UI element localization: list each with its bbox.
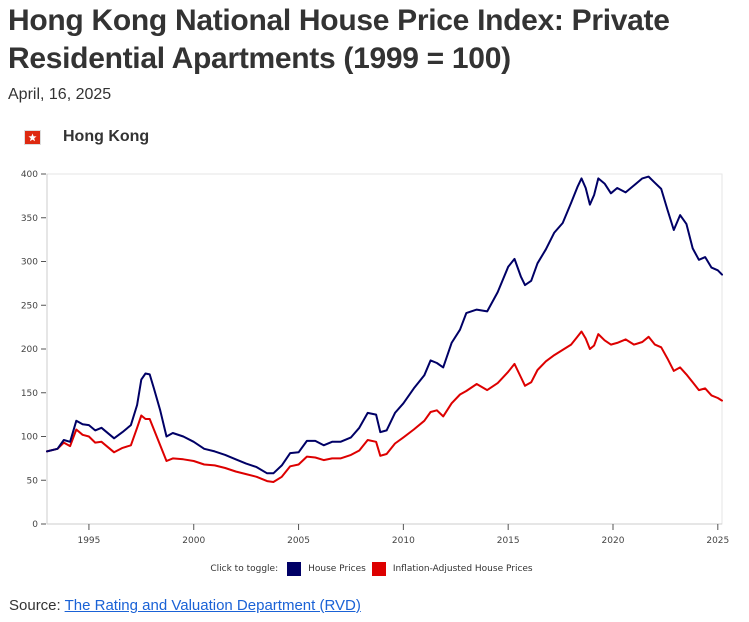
y-tick-label: 0: [32, 520, 38, 530]
x-tick-label: 2015: [497, 536, 520, 546]
region-selector: Hong Kong: [24, 128, 149, 146]
y-tick-label: 200: [21, 345, 38, 355]
page-title: Hong Kong National House Price Index: Pr…: [8, 4, 670, 75]
legend-label: House Prices: [308, 564, 366, 574]
hong-kong-flag-icon: [24, 129, 41, 145]
x-tick-label: 2010: [392, 536, 415, 546]
y-tick-label: 350: [21, 214, 38, 224]
source-prefix: Source:: [9, 597, 65, 614]
x-tick-label: 2020: [602, 536, 625, 546]
y-tick-label: 150: [21, 389, 38, 399]
series-line-house-prices: [46, 175, 723, 475]
y-tick-label: 300: [21, 258, 38, 268]
legend-label: Inflation-Adjusted House Prices: [392, 564, 533, 574]
y-tick-label: 250: [21, 301, 38, 311]
legend-item-inflation-adjusted[interactable]: Inflation-Adjusted House Prices: [371, 562, 533, 576]
x-tick-label: 2025: [706, 536, 729, 546]
publish-date: April, 16, 2025: [8, 86, 112, 103]
legend-toggle-label: Click to toggle:: [210, 564, 279, 574]
y-tick-label: 100: [21, 433, 38, 443]
series-line-inflation-adjusted: [46, 330, 723, 483]
x-tick-label: 2000: [182, 536, 205, 546]
source-link[interactable]: The Rating and Valuation Department (RVD…: [64, 597, 361, 614]
line-chart: 0 50 100 150 200 250 300 350 400 1995 2000 2005 201…: [21, 170, 729, 546]
source-line: Source: The Rating and Valuation Departm…: [9, 597, 361, 614]
series-layer: [46, 175, 723, 483]
legend-swatch-inflation-adjusted: [371, 562, 386, 576]
x-tick-label: 2005: [287, 536, 310, 546]
region-name: Hong Kong: [63, 128, 150, 145]
y-tick-label: 50: [27, 476, 39, 486]
x-axis: 1995 2000 2005 2010 2015 2020 2025: [77, 524, 729, 546]
y-axis: 0 50 100 150 200 250 300 350 400: [21, 170, 46, 530]
y-tick-label: 400: [21, 170, 38, 180]
plot-border: [46, 173, 723, 525]
plot-area: [46, 173, 723, 525]
legend: Click to toggle: House Prices Inflation-…: [0, 562, 749, 576]
legend-swatch-house-prices: [287, 562, 302, 576]
legend-item-house-prices[interactable]: House Prices: [287, 562, 366, 576]
x-tick-label: 1995: [77, 536, 100, 546]
